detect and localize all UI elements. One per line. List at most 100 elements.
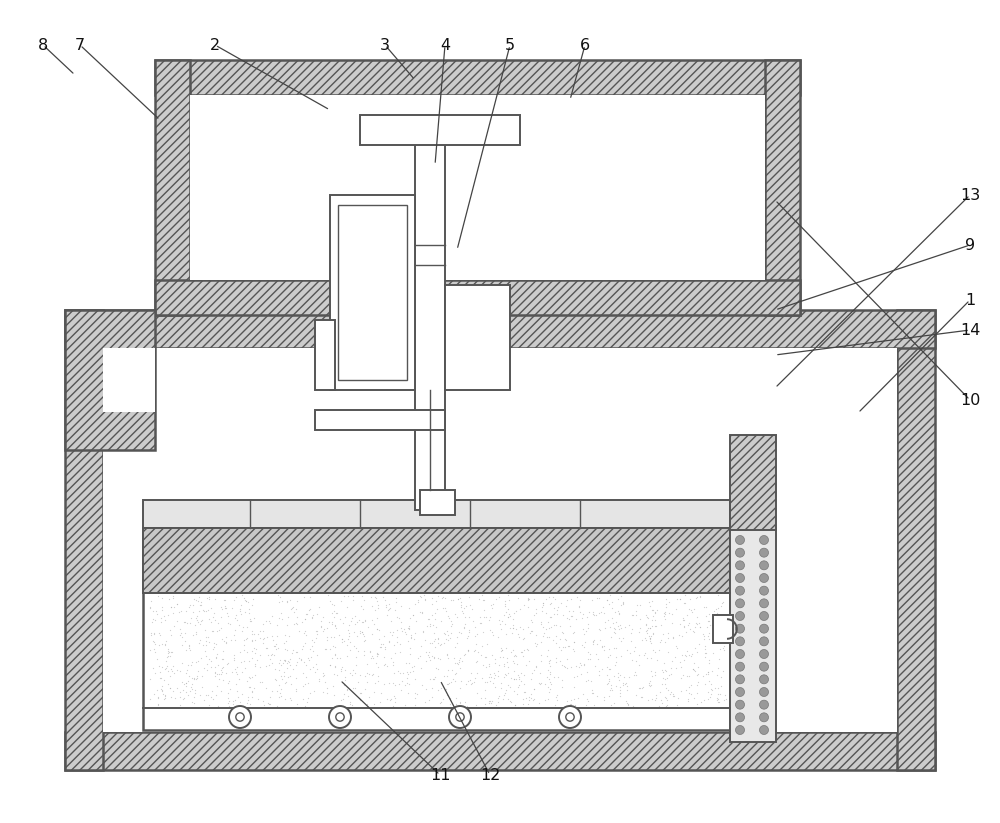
Point	[534, 600, 550, 613]
Point	[250, 628, 266, 641]
Point	[561, 639, 577, 653]
Point	[466, 676, 482, 689]
Point	[362, 645, 378, 658]
Point	[585, 606, 601, 619]
Point	[679, 644, 695, 658]
Point	[299, 608, 315, 621]
Point	[240, 693, 256, 706]
Point	[425, 672, 441, 686]
Point	[643, 664, 659, 677]
Point	[540, 681, 556, 694]
Point	[259, 630, 275, 644]
Point	[258, 614, 274, 627]
Point	[648, 619, 664, 632]
Point	[347, 609, 363, 622]
Point	[298, 670, 314, 683]
Point	[501, 607, 517, 621]
Point	[461, 591, 477, 604]
Point	[439, 677, 455, 690]
Point	[693, 695, 709, 709]
Point	[484, 695, 500, 708]
Point	[319, 686, 335, 699]
Point	[142, 602, 158, 615]
Point	[533, 616, 549, 629]
Point	[241, 607, 257, 620]
Point	[346, 639, 362, 652]
Point	[691, 637, 707, 650]
Circle shape	[566, 713, 574, 721]
Point	[502, 621, 518, 635]
Point	[414, 605, 430, 618]
Point	[241, 681, 257, 694]
Point	[528, 639, 544, 653]
Point	[482, 611, 498, 624]
Point	[403, 628, 419, 641]
Point	[421, 612, 437, 625]
Point	[188, 611, 204, 625]
Point	[342, 695, 358, 709]
Point	[196, 604, 212, 617]
Point	[150, 691, 166, 704]
Point	[638, 619, 654, 632]
Circle shape	[736, 611, 744, 621]
Point	[274, 672, 290, 686]
Point	[387, 678, 403, 691]
Point	[213, 610, 229, 623]
Point	[713, 680, 729, 693]
Point	[304, 611, 320, 625]
Point	[430, 632, 446, 645]
Point	[151, 626, 167, 639]
Point	[198, 635, 214, 648]
Point	[603, 681, 619, 695]
Point	[554, 658, 570, 672]
Point	[426, 650, 442, 663]
Circle shape	[760, 586, 768, 595]
Circle shape	[736, 637, 744, 646]
Point	[676, 619, 692, 632]
Point	[601, 663, 617, 676]
Point	[637, 646, 653, 659]
Point	[623, 635, 639, 648]
Point	[383, 614, 399, 627]
Point	[460, 644, 476, 657]
Point	[246, 681, 262, 695]
Point	[487, 669, 503, 682]
Point	[696, 629, 712, 642]
Point	[710, 681, 726, 694]
Point	[657, 690, 673, 704]
Point	[673, 660, 689, 673]
Point	[311, 600, 327, 613]
Point	[477, 698, 493, 711]
Point	[578, 625, 594, 638]
Point	[652, 685, 668, 698]
Point	[217, 599, 233, 612]
Point	[696, 632, 712, 645]
Point	[697, 643, 713, 656]
Point	[520, 594, 536, 607]
Point	[183, 681, 199, 694]
Point	[448, 692, 464, 705]
Point	[506, 649, 522, 663]
Point	[591, 607, 607, 620]
Point	[174, 657, 190, 670]
Point	[442, 631, 458, 644]
Point	[709, 607, 725, 620]
Point	[661, 669, 677, 682]
Point	[684, 605, 700, 618]
Point	[181, 600, 197, 613]
Point	[278, 675, 294, 688]
Point	[378, 598, 394, 611]
Point	[580, 645, 596, 658]
Point	[502, 610, 518, 623]
Point	[566, 680, 582, 693]
Point	[482, 667, 498, 680]
Point	[565, 604, 581, 617]
Point	[398, 627, 414, 640]
Point	[485, 677, 501, 690]
Circle shape	[736, 700, 744, 709]
Point	[369, 648, 385, 661]
Point	[611, 622, 627, 635]
Point	[657, 677, 673, 690]
Point	[315, 611, 331, 624]
Point	[158, 661, 174, 674]
